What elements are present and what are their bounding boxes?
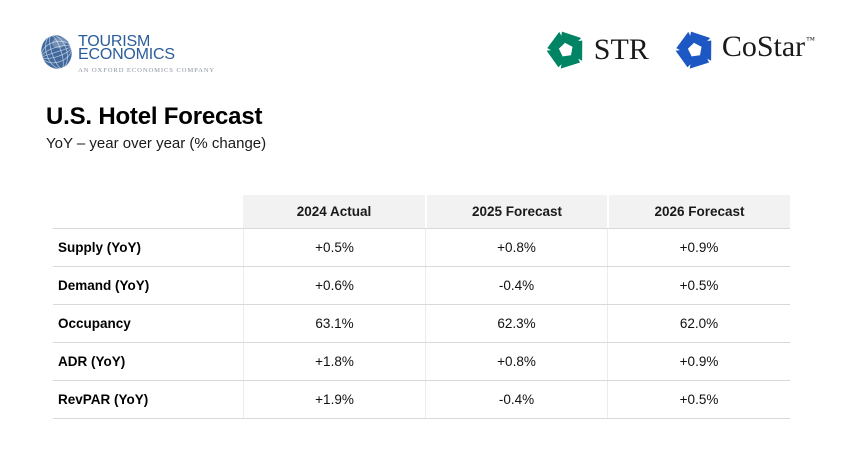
cell-value: +0.5% [607, 267, 790, 304]
cell-value: +0.6% [243, 267, 425, 304]
table-row: ADR (YoY) +1.8% +0.8% +0.9% [53, 342, 790, 380]
str-wordmark: STR [593, 33, 649, 66]
tourism-economics-tagline: AN OXFORD ECONOMICS COMPANY [78, 67, 216, 74]
cell-value: +0.9% [607, 229, 790, 266]
costar-pinwheel-icon [675, 30, 715, 70]
cell-value: +0.5% [607, 381, 790, 418]
table-header-row: 2024 Actual 2025 Forecast 2026 Forecast [53, 195, 790, 228]
table-header-2025-forecast: 2025 Forecast [425, 195, 607, 228]
cell-value: +1.8% [243, 343, 425, 380]
globe-icon [40, 34, 73, 70]
table-header-2026-forecast: 2026 Forecast [607, 195, 790, 228]
table-header-empty-cell [53, 195, 243, 228]
forecast-table: 2024 Actual 2025 Forecast 2026 Forecast … [53, 195, 790, 419]
costar-wordmark-text: CoStar [721, 30, 806, 63]
corporate-logos: STR CoStar™ [546, 27, 815, 73]
cell-value: 63.1% [243, 305, 425, 342]
table-row: Demand (YoY) +0.6% -0.4% +0.5% [53, 266, 790, 304]
cell-value: +0.8% [425, 229, 607, 266]
costar-trademark: ™ [806, 35, 815, 45]
table-row: RevPAR (YoY) +1.9% -0.4% +0.5% [53, 380, 790, 418]
str-pinwheel-icon [546, 30, 586, 70]
tourism-economics-line1: TOURISM [78, 33, 151, 50]
table-row: Occupancy 63.1% 62.3% 62.0% [53, 304, 790, 342]
title-block: U.S. Hotel Forecast YoY – year over year… [46, 103, 266, 152]
tourism-economics-logo: TOURISM ECONOMICS AN OXFORD ECONOMICS CO… [38, 33, 215, 74]
cell-value: +0.8% [425, 343, 607, 380]
tourism-economics-line2: ECONOMICS [78, 46, 175, 63]
costar-wordmark: CoStar™ [721, 27, 815, 73]
cell-value: +0.5% [243, 229, 425, 266]
cell-value: 62.0% [607, 305, 790, 342]
cell-value: +0.9% [607, 343, 790, 380]
page-title: U.S. Hotel Forecast [46, 103, 263, 130]
cell-value: 62.3% [425, 305, 607, 342]
row-label: Occupancy [58, 316, 131, 331]
table-header-2024-actual: 2024 Actual [243, 195, 425, 228]
row-label: Supply (YoY) [58, 240, 141, 255]
cell-value: -0.4% [425, 267, 607, 304]
cell-value: -0.4% [425, 381, 607, 418]
tourism-economics-wordmark: TOURISM ECONOMICS AN OXFORD ECONOMICS CO… [78, 33, 216, 75]
row-label: Demand (YoY) [58, 278, 150, 293]
page-subtitle: YoY – year over year (% change) [46, 135, 267, 152]
row-label: ADR (YoY) [58, 354, 126, 369]
table-row: Supply (YoY) +0.5% +0.8% +0.9% [53, 228, 790, 266]
row-label: RevPAR (YoY) [58, 392, 149, 407]
cell-value: +1.9% [243, 381, 425, 418]
